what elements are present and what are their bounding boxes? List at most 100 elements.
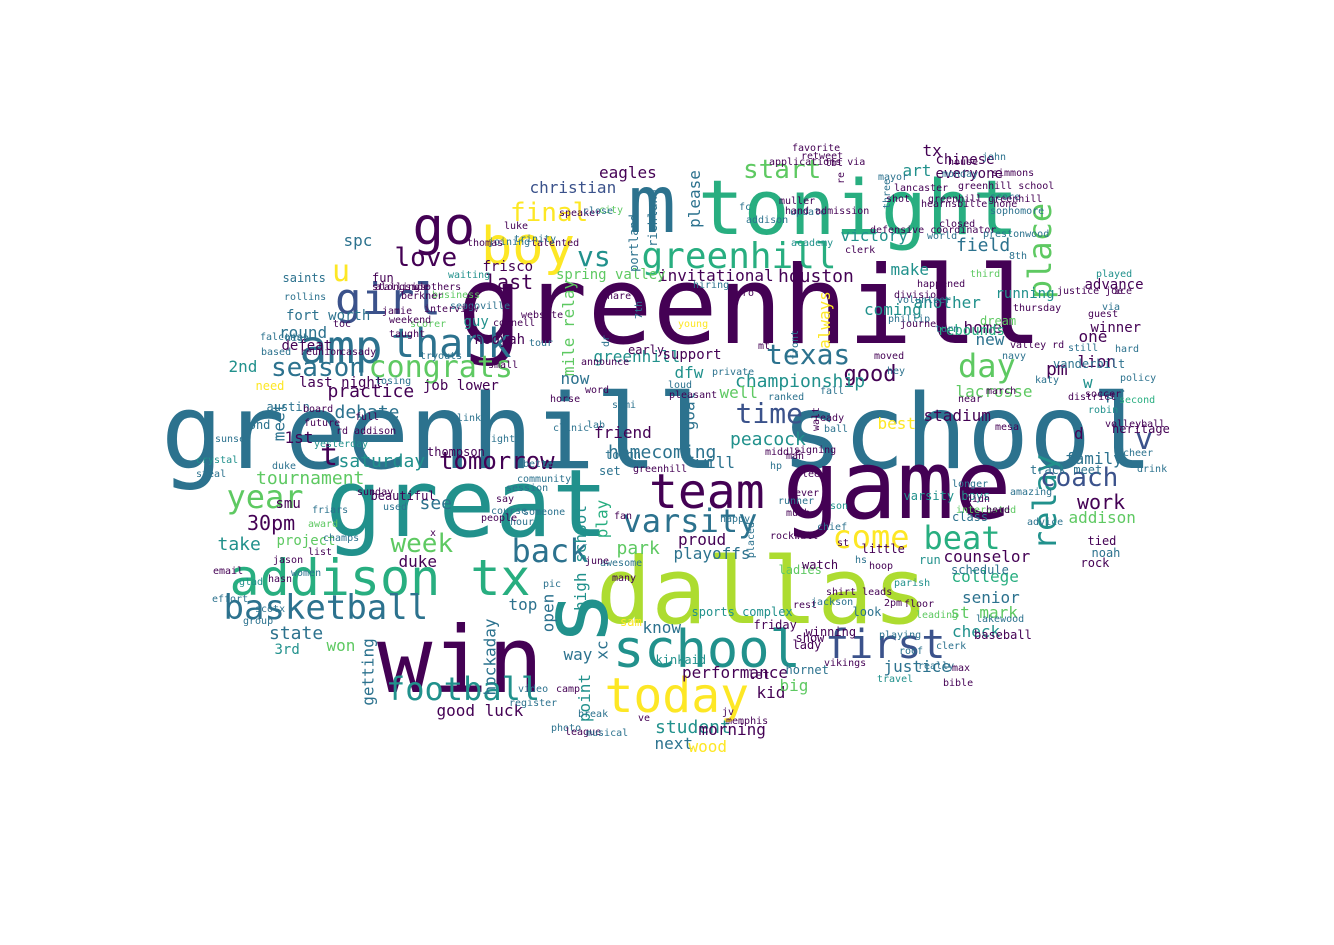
cloud-word: defensive coordinator — [870, 225, 997, 236]
cloud-word: xc — [592, 640, 612, 660]
cloud-word: lion — [1077, 352, 1117, 371]
cloud-word: shirt leads — [826, 587, 893, 598]
cloud-word: register — [509, 698, 558, 709]
cloud-word: come — [832, 518, 910, 556]
cloud-word: work — [1077, 490, 1126, 514]
cloud-word: dallas — [596, 538, 929, 645]
cloud-word: playing — [879, 630, 922, 641]
cloud-word: peacock — [730, 429, 806, 450]
cloud-word: monday — [942, 169, 979, 180]
cloud-word: victory — [840, 226, 908, 245]
cloud-word: lancaster — [894, 183, 949, 194]
cloud-word: will — [696, 453, 736, 472]
cloud-word: sports complex — [691, 605, 793, 619]
cloud-word: austin — [266, 400, 310, 414]
cloud-word: steal — [196, 469, 227, 480]
cloud-word: future — [304, 418, 341, 429]
cloud-word: pm — [1046, 359, 1068, 380]
cloud-word: applications via — [769, 157, 866, 168]
cloud-word: big — [779, 676, 809, 695]
cloud-word: volunteer — [897, 295, 952, 306]
cloud-word: women — [291, 568, 322, 579]
cloud-word: 1st — [284, 428, 314, 447]
cloud-word: smu — [275, 496, 301, 512]
cloud-word: awesome — [600, 558, 643, 569]
cloud-word: lady — [792, 638, 822, 652]
cloud-word: defeat — [281, 338, 333, 354]
cloud-word: clerk — [845, 245, 876, 256]
cloud-word: thomas — [467, 238, 504, 249]
cloud-word: course — [491, 506, 528, 517]
cloud-word: addison — [746, 215, 789, 226]
cloud-word: talented — [531, 238, 580, 249]
cloud-word: max — [952, 663, 971, 674]
cloud-word: crystal — [196, 455, 239, 466]
cloud-word: school — [613, 620, 801, 680]
cloud-word: vikings — [824, 658, 867, 669]
cloud-word: day — [958, 347, 1016, 385]
cloud-word: place — [1021, 202, 1060, 300]
cloud-word: seagoville — [450, 301, 511, 312]
cloud-word: ice — [1114, 286, 1133, 297]
cloud-word: 7th — [634, 300, 646, 320]
cloud-word: college — [951, 567, 1019, 586]
cloud-word: job lower — [423, 378, 499, 394]
cloud-word: middle — [765, 447, 802, 458]
cloud-word: jason — [273, 555, 304, 566]
cloud-word: greenhill school — [958, 181, 1055, 192]
cloud-word: make — [890, 260, 930, 279]
cloud-word: addison — [1068, 508, 1136, 527]
cloud-word: effort — [212, 594, 249, 605]
cloud-word: taught — [389, 329, 426, 340]
cloud-word: x — [430, 528, 437, 539]
cloud-word: saturday — [338, 451, 426, 472]
cloud-word: tough — [605, 448, 642, 462]
cloud-word: debate — [334, 402, 400, 423]
cloud-word: score — [990, 192, 1021, 203]
cloud-word: closed — [939, 219, 976, 230]
cloud-word: division — [894, 290, 943, 301]
cloud-word: new — [975, 330, 1005, 349]
cloud-word: one — [1078, 327, 1108, 346]
cloud-word: now — [560, 369, 590, 388]
cloud-word: rebounds — [937, 323, 1005, 339]
cloud-word: hard — [1115, 344, 1140, 355]
cloud-word: jv — [722, 707, 735, 718]
cloud-word: sam — [620, 615, 642, 629]
cloud-word: boy — [481, 217, 575, 277]
cloud-word: support — [662, 347, 722, 363]
cloud-word: fight — [485, 434, 516, 445]
cloud-word: senior — [962, 588, 1020, 607]
cloud-word: thursday — [1013, 303, 1062, 314]
cloud-word: via — [1102, 302, 1121, 313]
cloud-word: dr — [601, 334, 613, 348]
cloud-word: didn — [966, 494, 991, 505]
cloud-word: schedule — [951, 563, 1009, 577]
cloud-word: say — [496, 494, 515, 505]
cloud-word: shot — [886, 194, 911, 205]
cloud-word: u — [332, 254, 351, 289]
cloud-word: volleyball — [1105, 419, 1166, 430]
cloud-word: toc — [333, 319, 352, 330]
cloud-word: phillip — [888, 314, 931, 325]
cloud-word: navy — [1002, 351, 1027, 362]
cloud-word: 8th — [1009, 251, 1028, 262]
cloud-word: advice — [1027, 517, 1064, 528]
cloud-word: st mark — [950, 603, 1018, 622]
cloud-word: everyone — [935, 166, 1003, 182]
cloud-word: scotx — [255, 604, 286, 615]
cloud-word: winner — [1090, 320, 1142, 336]
cloud-word: last night — [299, 375, 384, 391]
cloud-word: practice — [327, 381, 415, 402]
cloud-word: performance — [682, 663, 788, 682]
cloud-word: project — [276, 533, 336, 549]
cloud-word: heritage — [1112, 422, 1170, 436]
cloud-word: video — [518, 684, 549, 695]
cloud-word: word — [585, 385, 610, 396]
cloud-word: pic — [543, 579, 562, 590]
cloud-word: sunset — [215, 434, 252, 445]
cloud-word: tournament — [256, 468, 365, 489]
cloud-word: email — [213, 566, 244, 577]
cloud-word: coming — [864, 300, 922, 319]
